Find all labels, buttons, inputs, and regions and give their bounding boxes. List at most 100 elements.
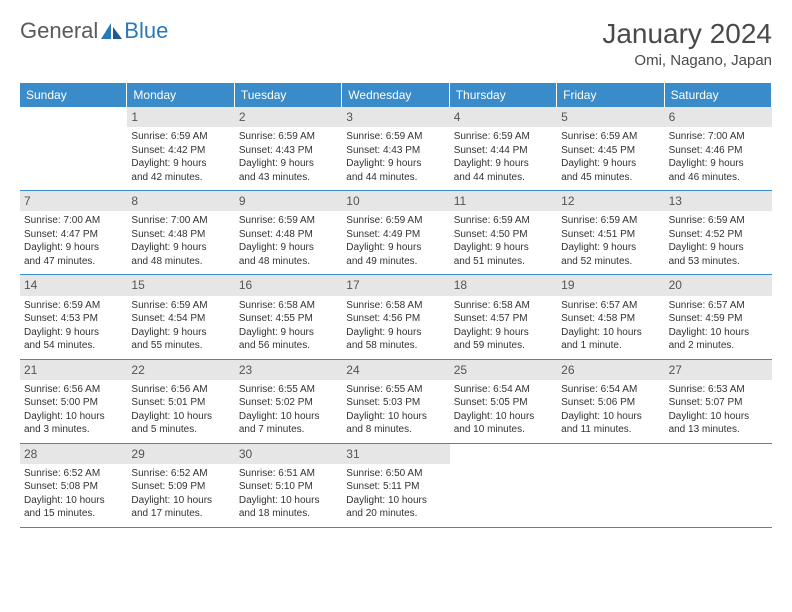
calendar-cell: 7Sunrise: 7:00 AMSunset: 4:47 PMDaylight… [20,191,127,275]
weekday-header: Friday [557,83,664,107]
cell-day2: and 51 minutes. [454,255,553,269]
calendar-cell-empty [20,107,127,191]
cell-sunset: Sunset: 5:00 PM [24,396,123,410]
cell-day1: Daylight: 10 hours [239,410,338,424]
cell-sunrise: Sunrise: 7:00 AM [24,214,123,228]
day-number: 17 [342,275,449,295]
calendar-cell: 11Sunrise: 6:59 AMSunset: 4:50 PMDayligh… [450,191,557,275]
location-text: Omi, Nagano, Japan [602,52,772,69]
cell-sunrise: Sunrise: 6:54 AM [561,383,660,397]
cell-sunrise: Sunrise: 6:52 AM [131,467,230,481]
day-number: 18 [450,275,557,295]
cell-sunset: Sunset: 5:11 PM [346,480,445,494]
calendar-cell: 5Sunrise: 6:59 AMSunset: 4:45 PMDaylight… [557,107,664,191]
cell-sunset: Sunset: 4:48 PM [131,228,230,242]
cell-day2: and 7 minutes. [239,423,338,437]
cell-sunrise: Sunrise: 6:53 AM [669,383,768,397]
day-number: 29 [127,444,234,464]
day-number: 31 [342,444,449,464]
cell-sunset: Sunset: 4:57 PM [454,312,553,326]
cell-day1: Daylight: 10 hours [346,494,445,508]
weekday-header: Thursday [450,83,557,107]
cell-sunset: Sunset: 4:53 PM [24,312,123,326]
cell-day1: Daylight: 10 hours [24,494,123,508]
cell-day1: Daylight: 9 hours [454,241,553,255]
calendar-cell: 12Sunrise: 6:59 AMSunset: 4:51 PMDayligh… [557,191,664,275]
cell-day1: Daylight: 9 hours [239,326,338,340]
day-number: 9 [235,191,342,211]
cell-day1: Daylight: 9 hours [561,241,660,255]
sail-icon [100,22,124,40]
cell-day1: Daylight: 9 hours [669,157,768,171]
cell-sunrise: Sunrise: 6:55 AM [346,383,445,397]
calendar-cell-empty [557,444,664,528]
cell-sunrise: Sunrise: 6:57 AM [669,299,768,313]
cell-day1: Daylight: 9 hours [24,326,123,340]
calendar-cell-empty [450,444,557,528]
cell-sunset: Sunset: 4:48 PM [239,228,338,242]
day-number: 12 [557,191,664,211]
weekday-header: Sunday [20,83,127,107]
cell-sunrise: Sunrise: 6:59 AM [239,130,338,144]
cell-sunset: Sunset: 5:07 PM [669,396,768,410]
calendar-cell: 17Sunrise: 6:58 AMSunset: 4:56 PMDayligh… [342,275,449,359]
calendar-cell: 19Sunrise: 6:57 AMSunset: 4:58 PMDayligh… [557,275,664,359]
cell-day2: and 53 minutes. [669,255,768,269]
day-number: 21 [20,360,127,380]
cell-sunset: Sunset: 4:50 PM [454,228,553,242]
cell-day1: Daylight: 10 hours [131,410,230,424]
calendar-cell: 8Sunrise: 7:00 AMSunset: 4:48 PMDaylight… [127,191,234,275]
cell-sunset: Sunset: 4:42 PM [131,144,230,158]
cell-sunrise: Sunrise: 6:56 AM [131,383,230,397]
brand-part1: General [20,18,98,44]
calendar-cell: 2Sunrise: 6:59 AMSunset: 4:43 PMDaylight… [235,107,342,191]
calendar-cell: 23Sunrise: 6:55 AMSunset: 5:02 PMDayligh… [235,360,342,444]
day-number: 14 [20,275,127,295]
brand-logo: General Blue [20,18,168,44]
cell-day1: Daylight: 9 hours [239,241,338,255]
day-number: 23 [235,360,342,380]
day-number: 6 [665,107,772,127]
calendar-cell: 9 Sunrise: 6:59 AMSunset: 4:48 PMDaylight… [235,191,342,275]
day-number: 27 [665,360,772,380]
calendar-cell: 16Sunrise: 6:58 AMSunset: 4:55 PMDayligh… [235,275,342,359]
cell-sunrise: Sunrise: 6:59 AM [239,214,338,228]
cell-day1: Daylight: 10 hours [669,326,768,340]
day-number: 15 [127,275,234,295]
calendar-cell: 26Sunrise: 6:54 AMSunset: 5:06 PMDayligh… [557,360,664,444]
calendar-grid: SundayMondayTuesdayWednesdayThursdayFrid… [20,83,772,528]
cell-sunrise: Sunrise: 6:59 AM [454,130,553,144]
calendar-cell: 28Sunrise: 6:52 AMSunset: 5:08 PMDayligh… [20,444,127,528]
cell-day2: and 1 minute. [561,339,660,353]
cell-sunset: Sunset: 5:02 PM [239,396,338,410]
cell-day2: and 42 minutes. [131,171,230,185]
calendar-cell: 10Sunrise: 6:59 AMSunset: 4:49 PMDayligh… [342,191,449,275]
calendar-cell-empty [665,444,772,528]
month-title: January 2024 [602,18,772,50]
cell-day1: Daylight: 9 hours [561,157,660,171]
cell-sunset: Sunset: 4:45 PM [561,144,660,158]
day-number: 26 [557,360,664,380]
cell-day2: and 13 minutes. [669,423,768,437]
cell-day2: and 15 minutes. [24,507,123,521]
day-number: 8 [127,191,234,211]
cell-day1: Daylight: 10 hours [131,494,230,508]
cell-day2: and 20 minutes. [346,507,445,521]
weekday-header: Wednesday [342,83,449,107]
cell-day1: Daylight: 9 hours [131,157,230,171]
calendar-cell: 21Sunrise: 6:56 AMSunset: 5:00 PMDayligh… [20,360,127,444]
day-number: 20 [665,275,772,295]
cell-day1: Daylight: 9 hours [131,326,230,340]
cell-day2: and 48 minutes. [131,255,230,269]
day-number: 25 [450,360,557,380]
day-number: 4 [450,107,557,127]
cell-sunrise: Sunrise: 6:57 AM [561,299,660,313]
day-number: 2 [235,107,342,127]
cell-day2: and 45 minutes. [561,171,660,185]
calendar-cell: 25Sunrise: 6:54 AMSunset: 5:05 PMDayligh… [450,360,557,444]
cell-day2: and 44 minutes. [346,171,445,185]
calendar-cell: 29Sunrise: 6:52 AMSunset: 5:09 PMDayligh… [127,444,234,528]
day-number: 22 [127,360,234,380]
cell-day2: and 43 minutes. [239,171,338,185]
cell-day1: Daylight: 9 hours [24,241,123,255]
